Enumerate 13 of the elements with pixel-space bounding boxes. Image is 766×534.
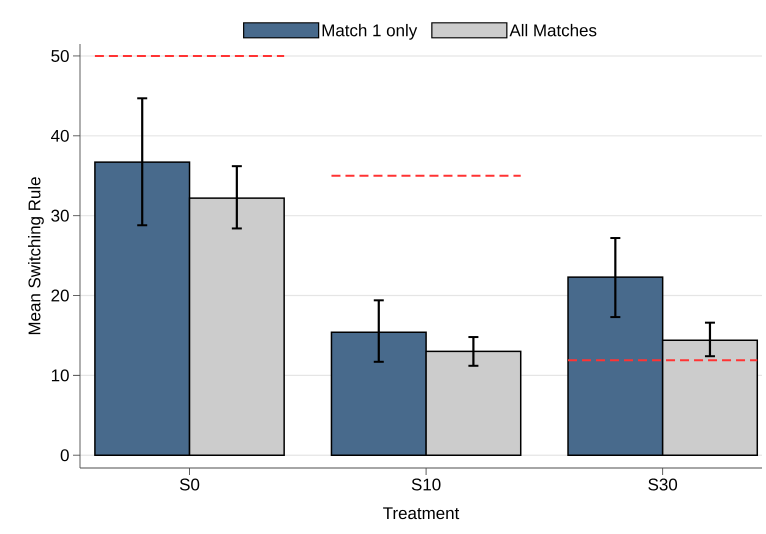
- legend-label: Match 1 only: [322, 24, 418, 40]
- y-axis-title: Mean Switching Rule: [28, 177, 44, 334]
- y-tick-label: 50: [51, 50, 69, 62]
- x-tick-label: S30: [648, 478, 678, 491]
- y-tick-label: 40: [51, 130, 69, 142]
- y-tick-label: 0: [60, 449, 69, 462]
- x-tick-label: S10: [412, 478, 440, 491]
- y-tick-label: 30: [51, 210, 69, 222]
- legend-label: All Matches: [509, 24, 596, 36]
- x-tick-label: S0: [180, 478, 200, 491]
- y-tick-label: 20: [52, 290, 69, 302]
- x-axis-title: Treatment: [383, 507, 460, 520]
- y-tick-label: 10: [52, 369, 69, 382]
